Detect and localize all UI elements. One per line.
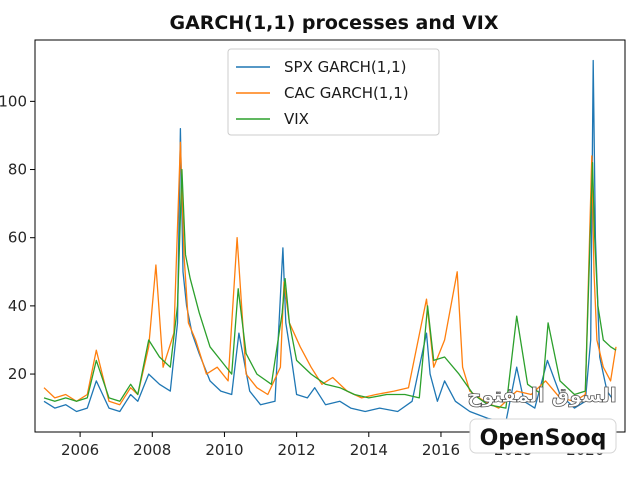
- legend: SPX GARCH(1,1) CAC GARCH(1,1) VIX: [227, 48, 440, 136]
- legend-box: [227, 48, 440, 136]
- watermark-badge: [469, 418, 617, 454]
- opensooq-watermark: السوق المفتوح OpenSooq: [467, 383, 617, 454]
- legend-label-spx-garch-1-1: SPX GARCH(1,1): [284, 58, 406, 76]
- legend-label-cac-garch-1-1: CAC GARCH(1,1): [284, 84, 409, 102]
- x-tick-label: 2008: [133, 441, 171, 459]
- series-line-spx-garch-1-1: [43, 59, 615, 423]
- x-tick-label: 2014: [350, 441, 388, 459]
- x-tick-label: 2010: [205, 441, 243, 459]
- series-line-vix: [43, 162, 617, 409]
- y-tick-label: 20: [8, 365, 27, 383]
- x-tick-label: 2006: [61, 441, 99, 459]
- plot-area: [43, 59, 617, 423]
- y-tick-label: 60: [8, 229, 27, 247]
- watermark-logo-text: OpenSooq: [480, 426, 607, 451]
- axes-frame: [34, 39, 626, 433]
- x-tick-label: 2012: [278, 441, 316, 459]
- chart-title: GARCH(1,1) processes and VIX: [169, 12, 498, 34]
- series-line-cac-garch-1-1: [43, 141, 617, 409]
- watermark-arabic-text: السوق المفتوح: [467, 383, 616, 407]
- x-tick-label: 2016: [422, 441, 460, 459]
- y-tick-label: 40: [8, 297, 27, 315]
- y-tick-label: 100: [0, 92, 27, 110]
- y-tick-label: 80: [8, 161, 27, 179]
- legend-label-vix: VIX: [284, 110, 309, 128]
